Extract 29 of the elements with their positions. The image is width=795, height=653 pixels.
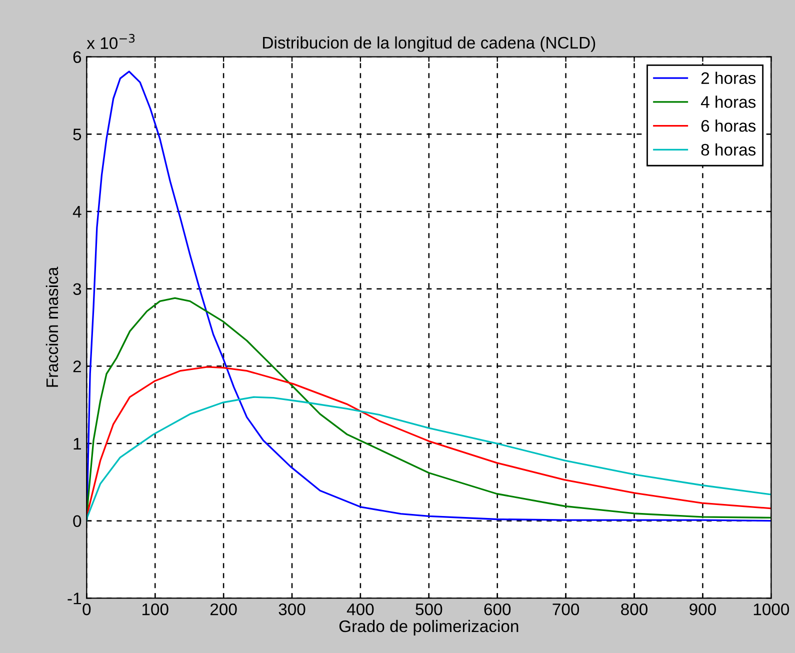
y-tick-label: 4 (72, 206, 82, 218)
x-tick-label: 0 (82, 603, 91, 616)
legend-label: 8 horas (701, 143, 756, 156)
y-tick-label: 1 (74, 438, 81, 450)
y-tick-label: 6 (73, 51, 82, 64)
legend-label: 2 horas (701, 72, 756, 84)
x-tick-label: 100 (142, 603, 168, 616)
x-tick-label: 300 (278, 603, 306, 616)
line-series (86, 70, 772, 522)
legend-label: 4 horas (700, 96, 756, 108)
x-tick-label: 200 (210, 603, 237, 616)
y-tick-label: 0 (73, 515, 82, 528)
x-tick-label: 700 (552, 603, 580, 616)
legend-label: 6 horas (701, 120, 756, 132)
x-tick-label: 800 (621, 603, 648, 616)
x-tick-label: 500 (416, 603, 442, 616)
x-tick-label: 1000 (754, 603, 790, 616)
line-series (86, 396, 772, 522)
y-axis-title: Fraccion masica (46, 266, 58, 387)
x-tick-label: 600 (484, 603, 511, 616)
chart-title: Distribucion de la longitud de cadena (NCLD) (263, 36, 596, 52)
x-axis-title: Grado de polimerizacion (339, 620, 518, 636)
x-tick-label: 400 (346, 603, 374, 616)
y-tick-label: 5 (73, 128, 82, 140)
y-tick-label: 3 (73, 283, 82, 296)
y-tick-label: 2 (73, 360, 81, 372)
y-tick-label: -1 (68, 592, 81, 604)
x-tick-label: 900 (690, 603, 716, 616)
text: x 10$^{−3}$ (86, 34, 135, 50)
